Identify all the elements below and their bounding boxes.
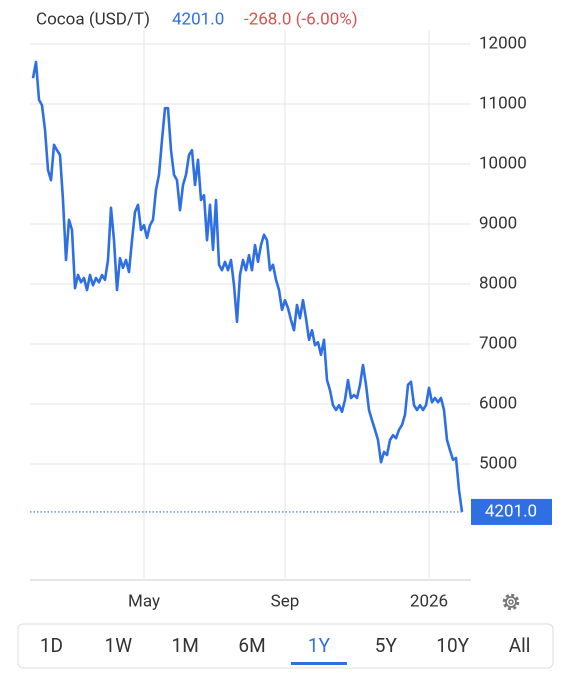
- price-line: [31, 60, 464, 513]
- range-button[interactable]: 1M: [172, 634, 199, 657]
- last-price-badge: [471, 498, 552, 525]
- y-tick-label: 12000: [479, 33, 527, 53]
- x-tick-label: Sep: [271, 591, 300, 611]
- price: 4201.0: [172, 9, 224, 29]
- range-button[interactable]: All: [509, 634, 531, 657]
- range-underline: [290, 662, 347, 665]
- y-tick-label: 5000: [479, 453, 517, 473]
- y-tick-label: 11000: [479, 93, 527, 113]
- range-button[interactable]: 10Y: [436, 634, 469, 657]
- y-tick-label: 6000: [479, 393, 517, 413]
- gear-hole: [508, 599, 514, 605]
- range-button[interactable]: 1Y: [308, 634, 331, 657]
- range-button[interactable]: 1W: [105, 634, 133, 657]
- range-button[interactable]: 1D: [40, 634, 63, 657]
- range-button[interactable]: 6M: [238, 634, 265, 657]
- change: -268.0 (-6.00%): [244, 9, 358, 29]
- last-price-label: 4201.0: [485, 501, 537, 521]
- gear-teeth: [502, 593, 520, 611]
- range-button[interactable]: 5Y: [375, 634, 398, 657]
- y-tick-label: 9000: [479, 213, 517, 233]
- range-bar: [17, 623, 554, 669]
- x-tick-label: May: [128, 591, 160, 611]
- settings-icon[interactable]: [502, 593, 520, 611]
- chart-title: Cocoa (USD/T): [36, 9, 150, 29]
- gear-body: [505, 596, 517, 608]
- y-tick-label: 7000: [479, 333, 517, 353]
- x-tick-label: 2026: [410, 591, 448, 611]
- y-tick-label: 8000: [479, 273, 517, 293]
- y-tick-label: 10000: [479, 153, 527, 173]
